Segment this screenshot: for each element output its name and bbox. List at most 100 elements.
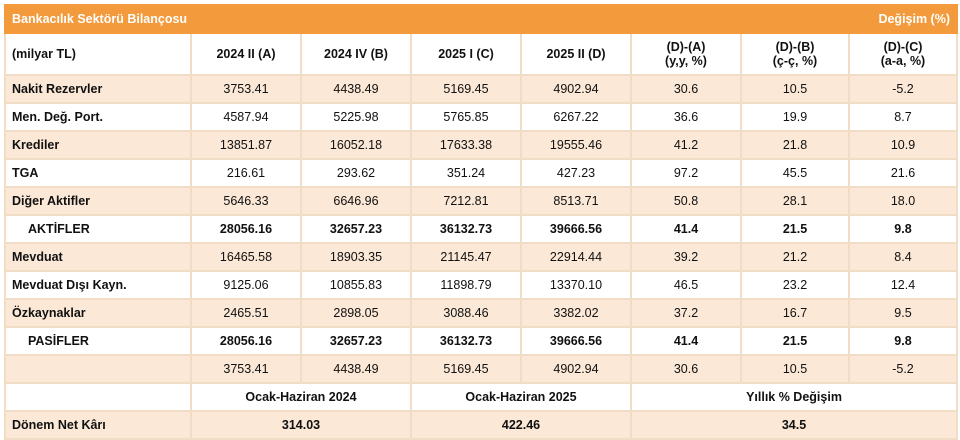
cell-value: 22914.44 [520,242,632,272]
cell-value: 19.9 [740,102,850,132]
cell-value: 18903.35 [300,242,412,272]
cell-value: 21.2 [740,242,850,272]
cell-value: 351.24 [410,158,522,188]
cell-value: 4902.94 [520,74,632,104]
cell-value: 10.5 [740,74,850,104]
cell-value: 39666.56 [520,326,632,356]
header-row: (milyar TL) 2024 II (A) 2024 IV (B) 2025 I … [4,32,958,76]
cell-value: 4438.49 [300,74,412,104]
cell-value: 5169.45 [410,74,522,104]
table-row: Mevduat Dışı Kayn. 9125.06 10855.83 11898.7… [4,270,958,300]
cell-value: 9.8 [848,326,958,356]
cell-value: 41.4 [630,214,742,244]
cell-value: 6267.22 [520,102,632,132]
cell-value: 19555.46 [520,130,632,160]
row-label: Diğer Aktifler [4,186,192,216]
row-label [4,354,192,384]
cell-value: 32657.23 [300,214,412,244]
cell-value: 41.2 [630,130,742,160]
column-header: (D)-(B) (ç-ç, %) [740,32,850,76]
cell-value: 10.9 [848,130,958,160]
cell-value: 3753.41 [190,354,302,384]
cell-value: 16052.18 [300,130,412,160]
cell-value: 10855.83 [300,270,412,300]
cell-value: 3753.41 [190,74,302,104]
balance-sheet-table: Bankacılık Sektörü Bilançosu Değişim (%)… [4,4,958,440]
cell-value: 5765.85 [410,102,522,132]
cell-value: 16.7 [740,298,850,328]
cell-value: -5.2 [848,354,958,384]
cell-value: 39666.56 [520,214,632,244]
cell-value: 8.7 [848,102,958,132]
cell-value: 21.5 [740,214,850,244]
cell-value: 28.1 [740,186,850,216]
cell-value: 46.5 [630,270,742,300]
cell-value: 30.6 [630,74,742,104]
cell-value: 9125.06 [190,270,302,300]
cell-value: 12.4 [848,270,958,300]
cell-value: 39.2 [630,242,742,272]
balance-sheet-panel: Bankacılık Sektörü Bilançosu Değişim (%)… [4,4,958,440]
period-header-change: Yıllık % Değişim [630,382,958,412]
cell-value: 21.6 [848,158,958,188]
column-header: (D)-(A) (y,y, %) [630,32,742,76]
row-label: Özkaynaklar [4,298,192,328]
column-header: (D)-(C) (a-a, %) [848,32,958,76]
table-row: Özkaynaklar 2465.51 2898.05 3088.46 3382.02 3… [4,298,958,328]
cell-value: 9.5 [848,298,958,328]
cell-value: 3382.02 [520,298,632,328]
cell-value: 36.6 [630,102,742,132]
cell-value: 36132.73 [410,326,522,356]
cell-value: 97.2 [630,158,742,188]
table-row: Krediler 13851.87 16052.18 17633.38 19555.46… [4,130,958,160]
title-row: Bankacılık Sektörü Bilançosu Değişim (%) [4,4,958,34]
cell-value: 10.5 [740,354,850,384]
table-row: PASİFLER 28056.16 32657.23 36132.73 39666.56… [4,326,958,356]
cell-value: 50.8 [630,186,742,216]
cell-value: 28056.16 [190,326,302,356]
cell-value: 13851.87 [190,130,302,160]
table-row: Men. Değ. Port. 4587.94 5225.98 5765.85 6267… [4,102,958,132]
net-profit-row: Dönem Net Kârı 314.03 422.46 34.5 [4,410,958,440]
cell-value: 293.62 [300,158,412,188]
cell-value: 11898.79 [410,270,522,300]
cell-value: 5225.98 [300,102,412,132]
row-label: Mevduat [4,242,192,272]
cell-value: 16465.58 [190,242,302,272]
period-header-2025: Ocak-Haziran 2025 [410,382,632,412]
cell-value: 18.0 [848,186,958,216]
net-profit-label: Dönem Net Kârı [4,410,192,440]
row-label: Mevduat Dışı Kayn. [4,270,192,300]
row-label: AKTİFLER [4,214,192,244]
cell-value: 21.5 [740,326,850,356]
cell-value: 2465.51 [190,298,302,328]
cell-value: 45.5 [740,158,850,188]
cell-value: 21145.47 [410,242,522,272]
row-label: TGA [4,158,192,188]
column-header: (milyar TL) [4,32,192,76]
cell-value: 4438.49 [300,354,412,384]
table-row: Nakit Rezervler 3753.41 4438.49 5169.45 4902… [4,74,958,104]
cell-value: 3088.46 [410,298,522,328]
cell-value: 427.23 [520,158,632,188]
cell-value: 7212.81 [410,186,522,216]
cell-value: 37.2 [630,298,742,328]
net-profit-change: 34.5 [630,410,958,440]
column-header: 2024 II (A) [190,32,302,76]
table-row: AKTİFLER 28056.16 32657.23 36132.73 39666.56… [4,214,958,244]
row-label: Krediler [4,130,192,160]
period-header-2024: Ocak-Haziran 2024 [190,382,412,412]
period-header-spacer [4,382,192,412]
cell-value: 21.8 [740,130,850,160]
cell-value: 32657.23 [300,326,412,356]
table-row: 3753.41 4438.49 5169.45 4902.94 30.6 10.5 -5.2 [4,354,958,384]
cell-value: 41.4 [630,326,742,356]
cell-value: 216.61 [190,158,302,188]
cell-value: 17633.38 [410,130,522,160]
cell-value: 5646.33 [190,186,302,216]
cell-value: 2898.05 [300,298,412,328]
change-title: Değişim (%) [630,4,958,34]
row-label: PASİFLER [4,326,192,356]
cell-value: -5.2 [848,74,958,104]
cell-value: 8513.71 [520,186,632,216]
